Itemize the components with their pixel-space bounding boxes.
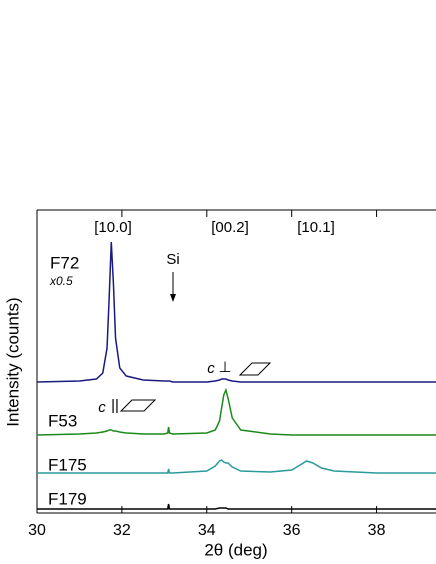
annotation: ||: [111, 397, 119, 414]
annotation: [10.1]: [297, 219, 335, 236]
series-label: F175: [48, 455, 87, 474]
annotation: Si: [166, 251, 179, 268]
x-axis-label: 2θ (deg): [204, 540, 267, 559]
annotation: c: [98, 399, 106, 416]
x-tick-label: 32: [113, 522, 131, 539]
series-line: [37, 459, 436, 474]
y-axis-label: Intensity (counts): [3, 297, 22, 426]
plane-icon: [119, 399, 157, 412]
series-label: F53: [48, 411, 77, 430]
annotation: [10.0]: [94, 219, 132, 236]
x-tick-label: 38: [368, 522, 386, 539]
annotation: [00.2]: [211, 219, 249, 236]
series-label: F179: [48, 489, 87, 508]
x-tick-label: 30: [28, 522, 46, 539]
annotation: x0.5: [49, 274, 73, 288]
x-tick-label: 34: [198, 522, 216, 539]
series-label: F72: [50, 253, 79, 272]
annotation: ⊥: [218, 359, 231, 376]
series-line: [36, 387, 436, 436]
annotation: c: [207, 360, 215, 377]
x-tick-label: 36: [283, 522, 301, 539]
plane-icon: [238, 362, 272, 376]
si-arrow-head: [170, 294, 176, 302]
series-line: [37, 503, 436, 510]
series-line: [36, 241, 436, 383]
